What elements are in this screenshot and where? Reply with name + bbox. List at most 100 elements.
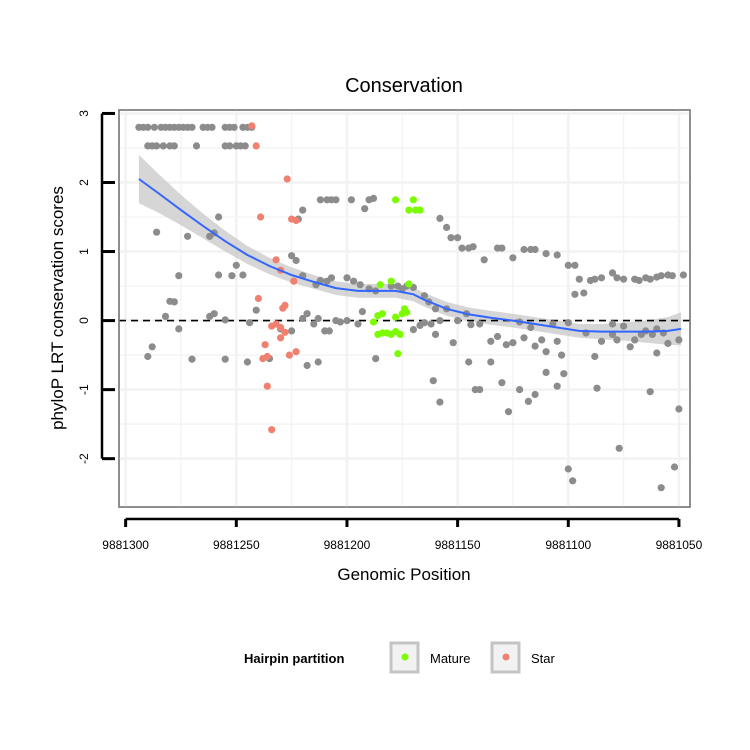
point-other	[635, 276, 643, 285]
x-tick-label: 9881300	[102, 538, 149, 552]
point-other	[436, 398, 444, 406]
point-other	[299, 314, 307, 323]
point-other	[409, 326, 417, 334]
point-other	[613, 274, 621, 282]
point-other	[516, 386, 524, 394]
point-other	[591, 352, 599, 361]
point-other	[241, 142, 249, 150]
point-other	[299, 206, 307, 214]
point-mature	[405, 206, 413, 214]
smooth-line	[138, 178, 682, 333]
point-other	[520, 245, 528, 254]
point-star	[285, 351, 293, 359]
point-other	[361, 205, 369, 213]
point-other	[597, 337, 606, 345]
point-mature	[392, 196, 400, 204]
point-other	[144, 352, 152, 361]
point-mature	[396, 330, 404, 338]
point-other	[675, 405, 683, 413]
point-other	[356, 281, 364, 289]
point-other	[148, 343, 156, 351]
point-other	[613, 336, 621, 344]
point-other	[354, 320, 362, 328]
point-star	[292, 216, 300, 225]
x-tick-label: 9881100	[545, 538, 591, 552]
point-other	[542, 250, 550, 258]
point-star	[257, 213, 265, 221]
point-mature	[409, 196, 417, 204]
point-other	[314, 358, 322, 366]
point-other	[303, 361, 311, 370]
point-other	[542, 368, 550, 376]
point-star	[279, 304, 287, 312]
point-other	[429, 377, 437, 385]
point-other	[487, 337, 495, 345]
point-other	[675, 336, 683, 344]
point-other	[571, 290, 579, 298]
point-other	[221, 316, 229, 324]
point-other	[228, 272, 236, 280]
point-other	[347, 196, 355, 204]
point-other	[184, 232, 192, 240]
point-star	[248, 122, 256, 130]
smooth-curve	[138, 178, 682, 333]
point-other	[350, 277, 358, 285]
point-other	[648, 330, 657, 338]
x-axis-title: Genomic Position	[337, 565, 470, 584]
point-other	[668, 272, 676, 280]
point-mature	[400, 305, 409, 313]
point-other	[476, 320, 484, 328]
point-other	[310, 320, 318, 328]
point-star	[268, 322, 276, 330]
point-star	[272, 256, 280, 264]
y-axis: -2 -1 0 1 2 3	[77, 110, 115, 464]
point-other	[608, 269, 617, 277]
point-other	[564, 319, 572, 327]
point-other	[288, 252, 296, 260]
point-other	[325, 327, 333, 335]
point-other	[221, 355, 229, 363]
point-other	[531, 390, 539, 399]
point-other	[631, 336, 639, 344]
point-other	[509, 254, 517, 262]
point-other	[664, 339, 672, 347]
point-other	[144, 123, 152, 131]
point-other	[226, 142, 234, 150]
chart-title: Conservation	[345, 75, 463, 97]
point-other	[653, 349, 661, 357]
y-tick-label: 2	[77, 179, 91, 186]
point-mature	[405, 280, 413, 288]
point-other	[593, 384, 601, 392]
point-other	[458, 244, 466, 252]
point-other	[465, 358, 473, 366]
point-other	[188, 355, 196, 363]
point-other	[531, 245, 539, 254]
point-other	[215, 213, 223, 221]
point-other	[449, 339, 457, 347]
point-other	[493, 332, 502, 341]
point-mature	[378, 310, 386, 318]
grid-lines	[119, 110, 690, 507]
point-star	[283, 175, 291, 183]
point-other	[175, 272, 183, 280]
point-other	[192, 142, 201, 150]
point-other	[170, 142, 178, 150]
y-axis-title: phyloP LRT conservation scores	[48, 186, 67, 430]
x-tick-label: 9881200	[324, 538, 371, 552]
point-other	[343, 317, 351, 325]
point-other	[431, 330, 440, 338]
point-other	[520, 334, 528, 342]
data-points	[135, 122, 688, 492]
point-other	[498, 244, 506, 252]
point-other	[327, 274, 336, 282]
point-mature	[394, 350, 402, 358]
point-other	[509, 339, 517, 347]
point-other	[469, 243, 477, 251]
point-other	[560, 370, 568, 378]
y-tick-label: 1	[77, 248, 91, 255]
point-other	[591, 275, 599, 283]
point-other	[420, 319, 428, 327]
point-other	[159, 142, 167, 150]
point-mature	[387, 277, 395, 285]
